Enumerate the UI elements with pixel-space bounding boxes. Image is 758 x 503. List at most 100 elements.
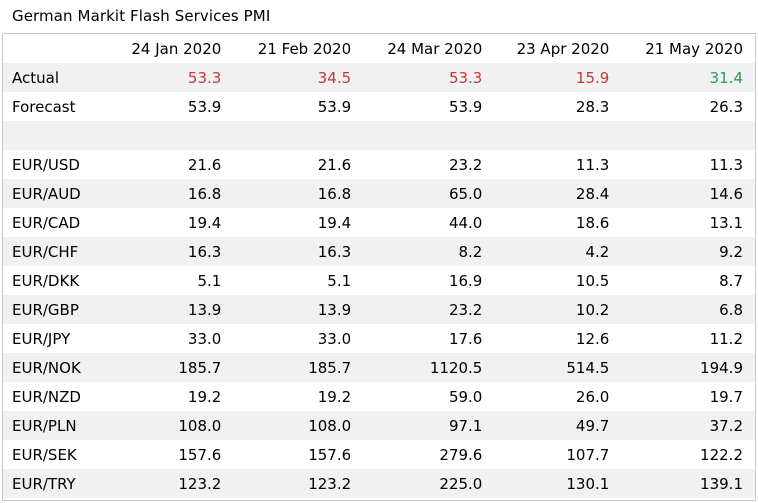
table-cell: 122.2 <box>700 445 743 464</box>
table-cell: 21.6 <box>187 155 222 174</box>
table-cell: 107.7 <box>566 445 610 464</box>
table-cell: 16.3 <box>187 242 222 261</box>
table-cell: 8.7 <box>719 271 743 290</box>
table-cell: 53.3 <box>448 68 483 87</box>
table-cell: 13.1 <box>709 213 743 232</box>
table-row: EUR/SEK 157.6 157.6 279.6 107.7 122.2 <box>3 440 755 469</box>
table-cell: 26.3 <box>709 97 743 116</box>
row-label: EUR/NZD <box>12 387 81 406</box>
table-row: EUR/NZD 19.2 19.2 59.0 26.0 19.7 <box>3 382 755 411</box>
table-cell: 53.9 <box>187 97 222 116</box>
table-cell: 11.3 <box>575 155 610 174</box>
table-cell: 11.3 <box>709 155 743 174</box>
table-cell: 19.4 <box>317 213 352 232</box>
table-row: EUR/CHF 16.3 16.3 8.2 4.2 9.2 <box>3 237 755 266</box>
table-body: Actual 53.3 34.5 53.3 15.9 31.4 Forecast 53.9 53… <box>3 63 755 498</box>
table-cell: 65.0 <box>448 184 483 203</box>
table-cell <box>221 121 351 150</box>
table-cell: 10.2 <box>575 300 610 319</box>
table-cell: 26.0 <box>575 387 610 406</box>
table-cell: 11.2 <box>709 329 743 348</box>
table-cell: 19.2 <box>317 387 352 406</box>
header-corner <box>3 34 107 63</box>
table-cell: 185.7 <box>308 358 352 377</box>
table-row: EUR/NOK 185.7 185.7 1120.5 514.5 194.9 <box>3 353 755 382</box>
row-label: EUR/CAD <box>12 213 81 232</box>
column-header: 21 Feb 2020 <box>257 39 352 58</box>
table-cell: 31.4 <box>709 68 743 87</box>
table-cell: 157.6 <box>308 445 352 464</box>
table-cell: 185.7 <box>178 358 222 377</box>
table-cell: 17.6 <box>448 329 483 348</box>
table-cell <box>482 121 609 150</box>
table-cell: 16.8 <box>187 184 222 203</box>
row-label: EUR/USD <box>12 155 80 174</box>
table-cell: 19.2 <box>187 387 222 406</box>
table-cell: 23.2 <box>448 155 483 174</box>
table-cell: 8.2 <box>458 242 483 261</box>
table-cell: 49.7 <box>575 416 610 435</box>
table-cell: 130.1 <box>566 474 610 493</box>
table-row: EUR/DKK 5.1 5.1 16.9 10.5 8.7 <box>3 266 755 295</box>
row-label: EUR/DKK <box>12 271 80 290</box>
header-row: 24 Jan 2020 21 Feb 2020 24 Mar 2020 23 A… <box>3 34 755 63</box>
table-cell: 123.2 <box>308 474 352 493</box>
table-cell: 139.1 <box>700 474 743 493</box>
table-cell: 194.9 <box>700 358 743 377</box>
table-cell: 59.0 <box>448 387 483 406</box>
table-cell: 5.1 <box>327 271 352 290</box>
table-cell: 19.4 <box>187 213 222 232</box>
table-cell: 16.3 <box>317 242 352 261</box>
table-cell: 15.9 <box>575 68 610 87</box>
table-row: Forecast 53.9 53.9 53.9 28.3 26.3 <box>3 92 755 121</box>
row-label <box>3 121 107 150</box>
row-label: EUR/PLN <box>12 416 77 435</box>
table-title: German Markit Flash Services PMI <box>12 7 271 25</box>
data-table: 24 Jan 2020 21 Feb 2020 24 Mar 2020 23 A… <box>2 33 756 501</box>
table-cell: 33.0 <box>187 329 222 348</box>
table-row: EUR/TRY 123.2 123.2 225.0 130.1 139.1 <box>3 469 755 498</box>
table-cell: 1120.5 <box>429 358 483 377</box>
table-cell: 16.9 <box>448 271 483 290</box>
row-label: EUR/GBP <box>12 300 79 319</box>
table-cell: 23.2 <box>448 300 483 319</box>
row-label: EUR/TRY <box>12 474 76 493</box>
table-cell: 10.5 <box>575 271 610 290</box>
table-cell: 53.3 <box>187 68 222 87</box>
table-cell <box>609 121 755 150</box>
table-cell: 34.5 <box>317 68 352 87</box>
table-cell: 4.2 <box>585 242 610 261</box>
table-cell: 12.6 <box>575 329 610 348</box>
table-row: EUR/CAD 19.4 19.4 44.0 18.6 13.1 <box>3 208 755 237</box>
table-cell: 13.9 <box>187 300 222 319</box>
table-cell: 53.9 <box>317 97 352 116</box>
table-row: EUR/GBP 13.9 13.9 23.2 10.2 6.8 <box>3 295 755 324</box>
table-cell: 5.1 <box>197 271 222 290</box>
pmi-table: 24 Jan 2020 21 Feb 2020 24 Mar 2020 23 A… <box>3 34 755 498</box>
table-cell: 14.6 <box>709 184 743 203</box>
table-cell: 123.2 <box>178 474 222 493</box>
row-label: EUR/CHF <box>12 242 79 261</box>
row-label: EUR/SEK <box>12 445 77 464</box>
table-cell: 9.2 <box>719 242 743 261</box>
table-cell: 28.4 <box>575 184 610 203</box>
row-label: Forecast <box>12 97 76 116</box>
table-cell: 28.3 <box>575 97 610 116</box>
table-cell: 97.1 <box>448 416 483 435</box>
row-label: EUR/JPY <box>12 329 71 348</box>
table-cell: 16.8 <box>317 184 352 203</box>
table-row <box>3 121 755 150</box>
column-header: 24 Jan 2020 <box>131 39 222 58</box>
table-cell: 33.0 <box>317 329 352 348</box>
table-cell: 225.0 <box>439 474 483 493</box>
row-label: Actual <box>12 68 59 87</box>
table-cell: 19.7 <box>709 387 743 406</box>
table-cell: 6.8 <box>719 300 743 319</box>
table-cell: 279.6 <box>439 445 483 464</box>
table-cell: 108.0 <box>178 416 222 435</box>
table-row: EUR/AUD 16.8 16.8 65.0 28.4 14.6 <box>3 179 755 208</box>
table-cell: 18.6 <box>575 213 610 232</box>
table-cell: 108.0 <box>308 416 352 435</box>
table-cell <box>107 121 222 150</box>
table-cell: 44.0 <box>448 213 483 232</box>
